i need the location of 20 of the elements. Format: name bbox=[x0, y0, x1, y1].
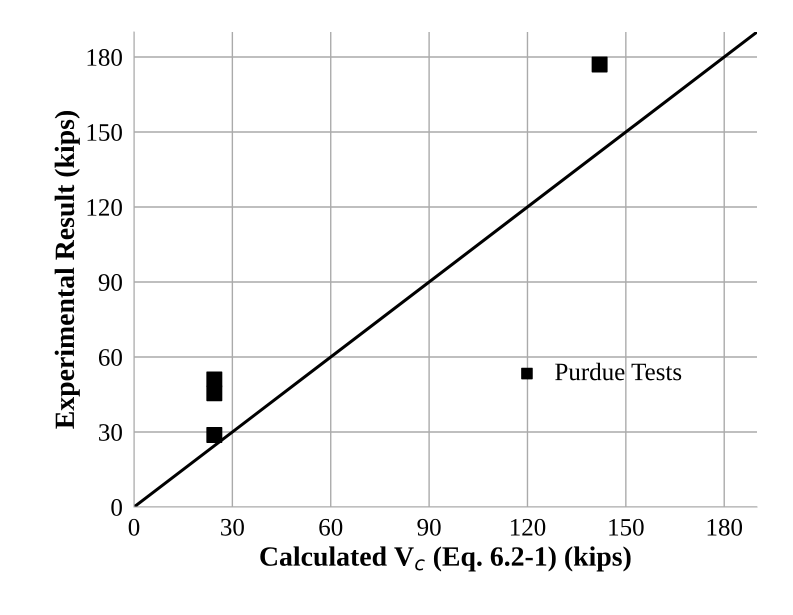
x-axis-title: Calculated V$_{c}$ (Eq. 6.2-1) (kips) bbox=[260, 546, 631, 572]
point bbox=[592, 56, 608, 72]
x-tick-label: 120 bbox=[510, 518, 546, 536]
x-tick-label: 30 bbox=[221, 518, 244, 536]
legend-label: Purdue Tests bbox=[555, 362, 682, 380]
y-tick-label: 0 bbox=[111, 499, 122, 516]
y-tick-label: 60 bbox=[98, 349, 122, 366]
y-tick-label: 90 bbox=[98, 274, 122, 291]
x-tick-label: 90 bbox=[417, 518, 441, 536]
y-tick-label: 30 bbox=[99, 424, 122, 441]
y-tick-label: 150 bbox=[88, 124, 122, 141]
y-axis-title: Experimental Result (kips) bbox=[54, 110, 80, 429]
point bbox=[206, 427, 222, 443]
point bbox=[206, 385, 222, 402]
y-tick-label: 180 bbox=[88, 49, 122, 66]
x-tick-label: 150 bbox=[609, 518, 644, 536]
x-tick-label: 0 bbox=[128, 518, 140, 536]
x-tick-label: 180 bbox=[708, 518, 742, 536]
y-tick-label: 120 bbox=[88, 199, 122, 216]
x-tick-label: 60 bbox=[319, 518, 342, 536]
